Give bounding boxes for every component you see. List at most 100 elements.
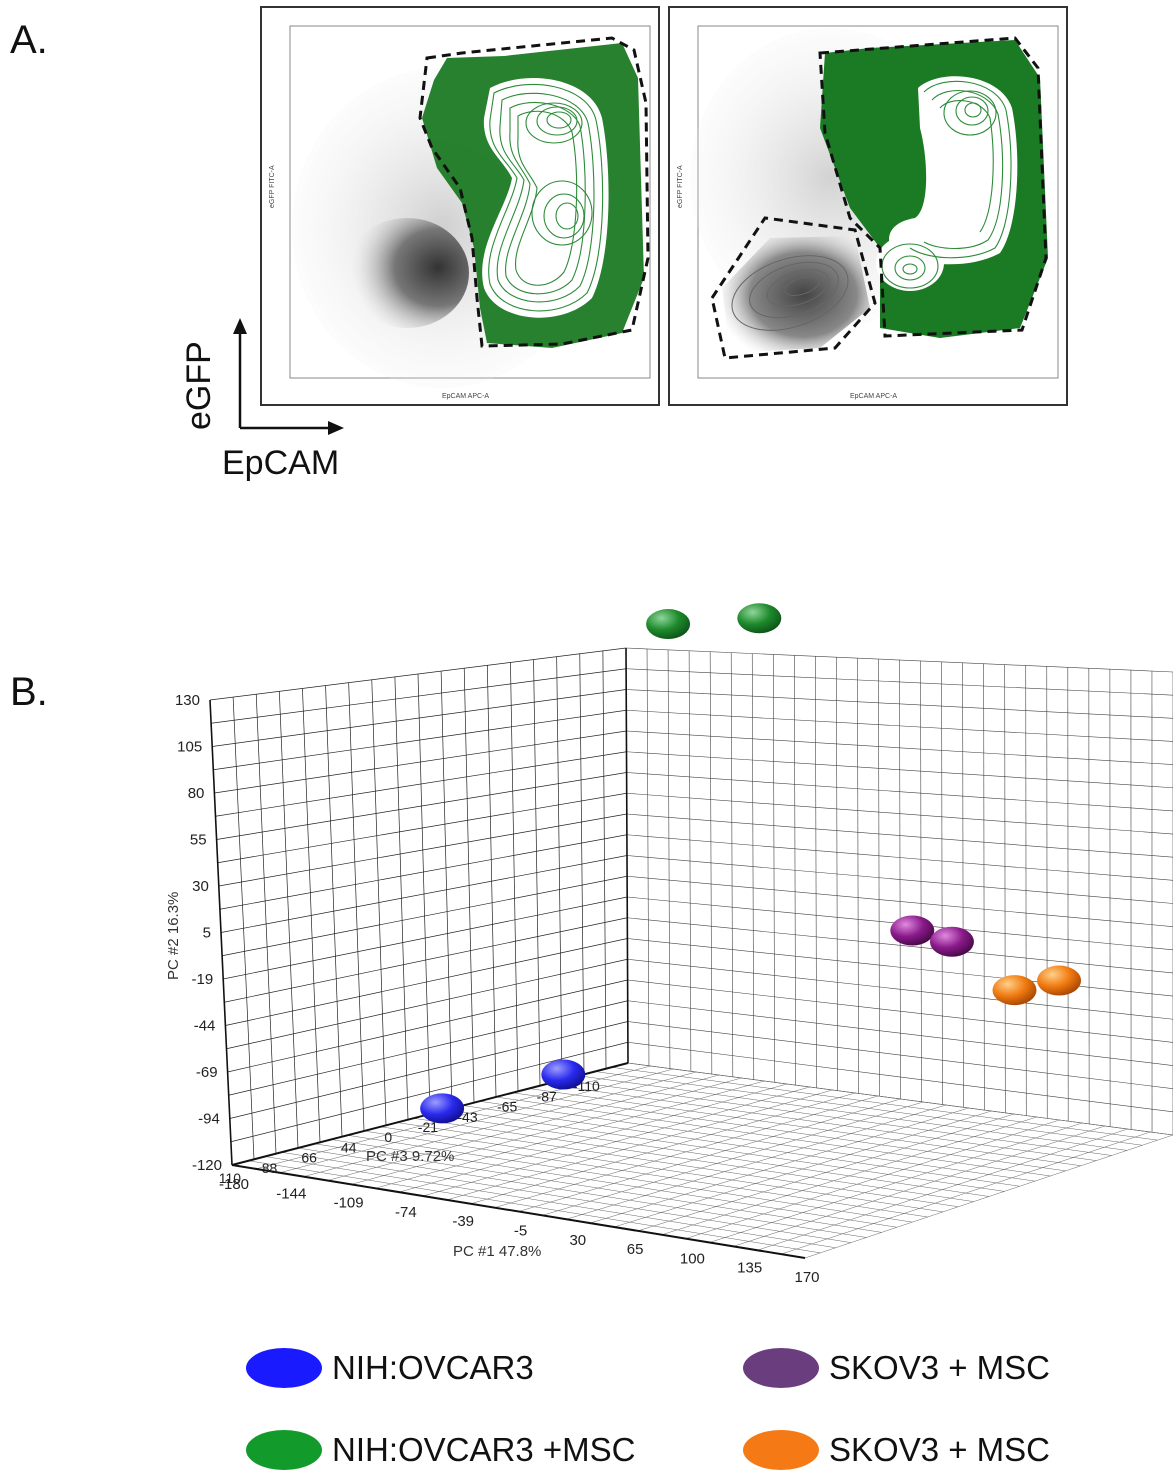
grid-line bbox=[685, 1119, 1060, 1239]
z-tick-label: 88 bbox=[262, 1160, 278, 1176]
grid-line bbox=[216, 772, 627, 840]
flow-left-xlabel: EpCAM APC-A bbox=[442, 393, 489, 400]
grid-line bbox=[211, 668, 627, 724]
grid-line bbox=[637, 1113, 1015, 1232]
contour-lines bbox=[881, 80, 1012, 289]
grid-line bbox=[626, 792, 1173, 835]
panel-a-label: A. bbox=[10, 18, 48, 62]
pca-point bbox=[1037, 965, 1082, 996]
grid-line bbox=[627, 1021, 1173, 1089]
grid-line bbox=[627, 938, 1173, 997]
pca-point bbox=[890, 915, 935, 946]
x-tick-label: -109 bbox=[334, 1195, 364, 1212]
pc2-axis-label: PC #2 16.3% bbox=[165, 892, 182, 980]
grey-population bbox=[722, 236, 870, 353]
grid-line bbox=[626, 709, 1173, 742]
legend-item-nih-ovcar3-msc: NIH:OVCAR3 +MSC bbox=[246, 1428, 635, 1472]
y-tick-label: -44 bbox=[194, 1018, 216, 1035]
flow-plot-left-graphic: eGFP FITC-A EpCAM APC-A bbox=[269, 25, 651, 400]
grid-line bbox=[613, 1110, 992, 1228]
z-tick-label: -65 bbox=[497, 1099, 517, 1115]
grid-line bbox=[279, 1068, 674, 1173]
grid-line bbox=[626, 751, 1173, 789]
grid-line bbox=[222, 875, 628, 957]
grid-line bbox=[627, 1041, 1173, 1113]
panel-b-label: B. bbox=[10, 670, 48, 714]
grid-line bbox=[227, 979, 628, 1073]
contour-interior bbox=[889, 76, 1018, 265]
grid-line bbox=[219, 834, 627, 910]
grid-line bbox=[327, 1074, 719, 1181]
legend-label: SKOV3 + MSC bbox=[829, 1349, 1050, 1386]
x-tick-label: -180 bbox=[219, 1176, 249, 1193]
legend-label: NIH:OVCAR3 +MSC bbox=[332, 1431, 636, 1468]
grid-line bbox=[375, 1080, 765, 1189]
grid-line bbox=[626, 834, 1173, 881]
grid-line bbox=[229, 1021, 628, 1119]
legend-label: SKOV3 + MSC bbox=[829, 1431, 1050, 1468]
grid-line bbox=[209, 699, 233, 1166]
grid-line bbox=[223, 896, 628, 980]
grid-line bbox=[627, 979, 1173, 1043]
y-tick-label: -69 bbox=[196, 1064, 218, 1081]
grey-population bbox=[345, 218, 469, 328]
z-tick-label: 66 bbox=[301, 1150, 317, 1166]
x-tick-label: -5 bbox=[514, 1223, 527, 1240]
x-tick-label: -39 bbox=[452, 1213, 474, 1230]
grid-line bbox=[212, 689, 627, 747]
pc1-axis-label: PC #1 47.8% bbox=[453, 1243, 541, 1260]
pca-point bbox=[737, 603, 782, 634]
grid-line bbox=[733, 1125, 1105, 1247]
z-tick-label: 44 bbox=[341, 1139, 357, 1155]
grid-line bbox=[626, 772, 1173, 812]
epcam-arrow-label: EpCAM bbox=[222, 444, 340, 482]
pca-point bbox=[992, 975, 1037, 1006]
legend-item-skov3-msc-orange: SKOV3 + MSC bbox=[743, 1428, 1050, 1472]
grid-line bbox=[303, 1071, 697, 1177]
legend-label: NIH:OVCAR3 bbox=[332, 1349, 534, 1386]
flow-plot-right: eGFP FITC-A EpCAM APC-A bbox=[668, 6, 1068, 406]
grid-line bbox=[757, 1128, 1128, 1251]
grid-line bbox=[224, 917, 628, 1003]
grid-line bbox=[709, 1122, 1083, 1243]
pca-point bbox=[541, 1059, 586, 1090]
grid-line bbox=[422, 1086, 810, 1197]
y-tick-label: 130 bbox=[175, 692, 200, 709]
flow-left-ylabel: eGFP FITC-A bbox=[269, 165, 276, 208]
flow-plot-right-graphic: eGFP FITC-A EpCAM APC-A bbox=[677, 25, 1059, 400]
y-tick-label: 105 bbox=[177, 739, 202, 756]
z-tick-label: 110 bbox=[219, 1170, 242, 1186]
grid-line bbox=[518, 1098, 901, 1212]
pca-point bbox=[420, 1093, 465, 1124]
grid-line bbox=[351, 1077, 742, 1185]
flow-plot-left: eGFP FITC-A EpCAM APC-A bbox=[260, 6, 660, 406]
pca-point bbox=[929, 926, 974, 957]
grid-line bbox=[218, 813, 627, 887]
grid-line bbox=[590, 1107, 969, 1224]
legend-item-nih-ovcar3: NIH:OVCAR3 bbox=[246, 1346, 534, 1390]
pca-point bbox=[646, 609, 691, 640]
grid-line bbox=[627, 875, 1173, 927]
grid-line bbox=[542, 1101, 924, 1216]
pca-tick-labels: 130 105 80 55 30 5 -19 -44 -69 -94 -120 -180 -144 -10… bbox=[175, 692, 820, 1286]
grid-line bbox=[627, 917, 1173, 974]
legend-swatch-orange bbox=[743, 1430, 819, 1470]
grid-line bbox=[627, 1000, 1173, 1066]
grid-line bbox=[626, 855, 1173, 904]
grid-line bbox=[399, 1083, 788, 1193]
y-tick-label: 55 bbox=[190, 832, 207, 849]
grid-line bbox=[230, 1041, 628, 1143]
z-tick-label: -21 bbox=[418, 1119, 438, 1135]
contour-lines bbox=[488, 83, 604, 312]
flow-right-xlabel: EpCAM APC-A bbox=[850, 393, 897, 400]
contour-interior bbox=[482, 78, 609, 318]
x-tick-label: 170 bbox=[794, 1269, 819, 1286]
z-tick-label: -87 bbox=[537, 1088, 557, 1104]
grid-line bbox=[626, 730, 1173, 765]
grid-line bbox=[209, 647, 627, 701]
y-tick-label: 80 bbox=[188, 785, 205, 802]
grid-line bbox=[220, 855, 628, 933]
grid-line bbox=[231, 1164, 806, 1259]
y-tick-label: 30 bbox=[192, 878, 209, 895]
